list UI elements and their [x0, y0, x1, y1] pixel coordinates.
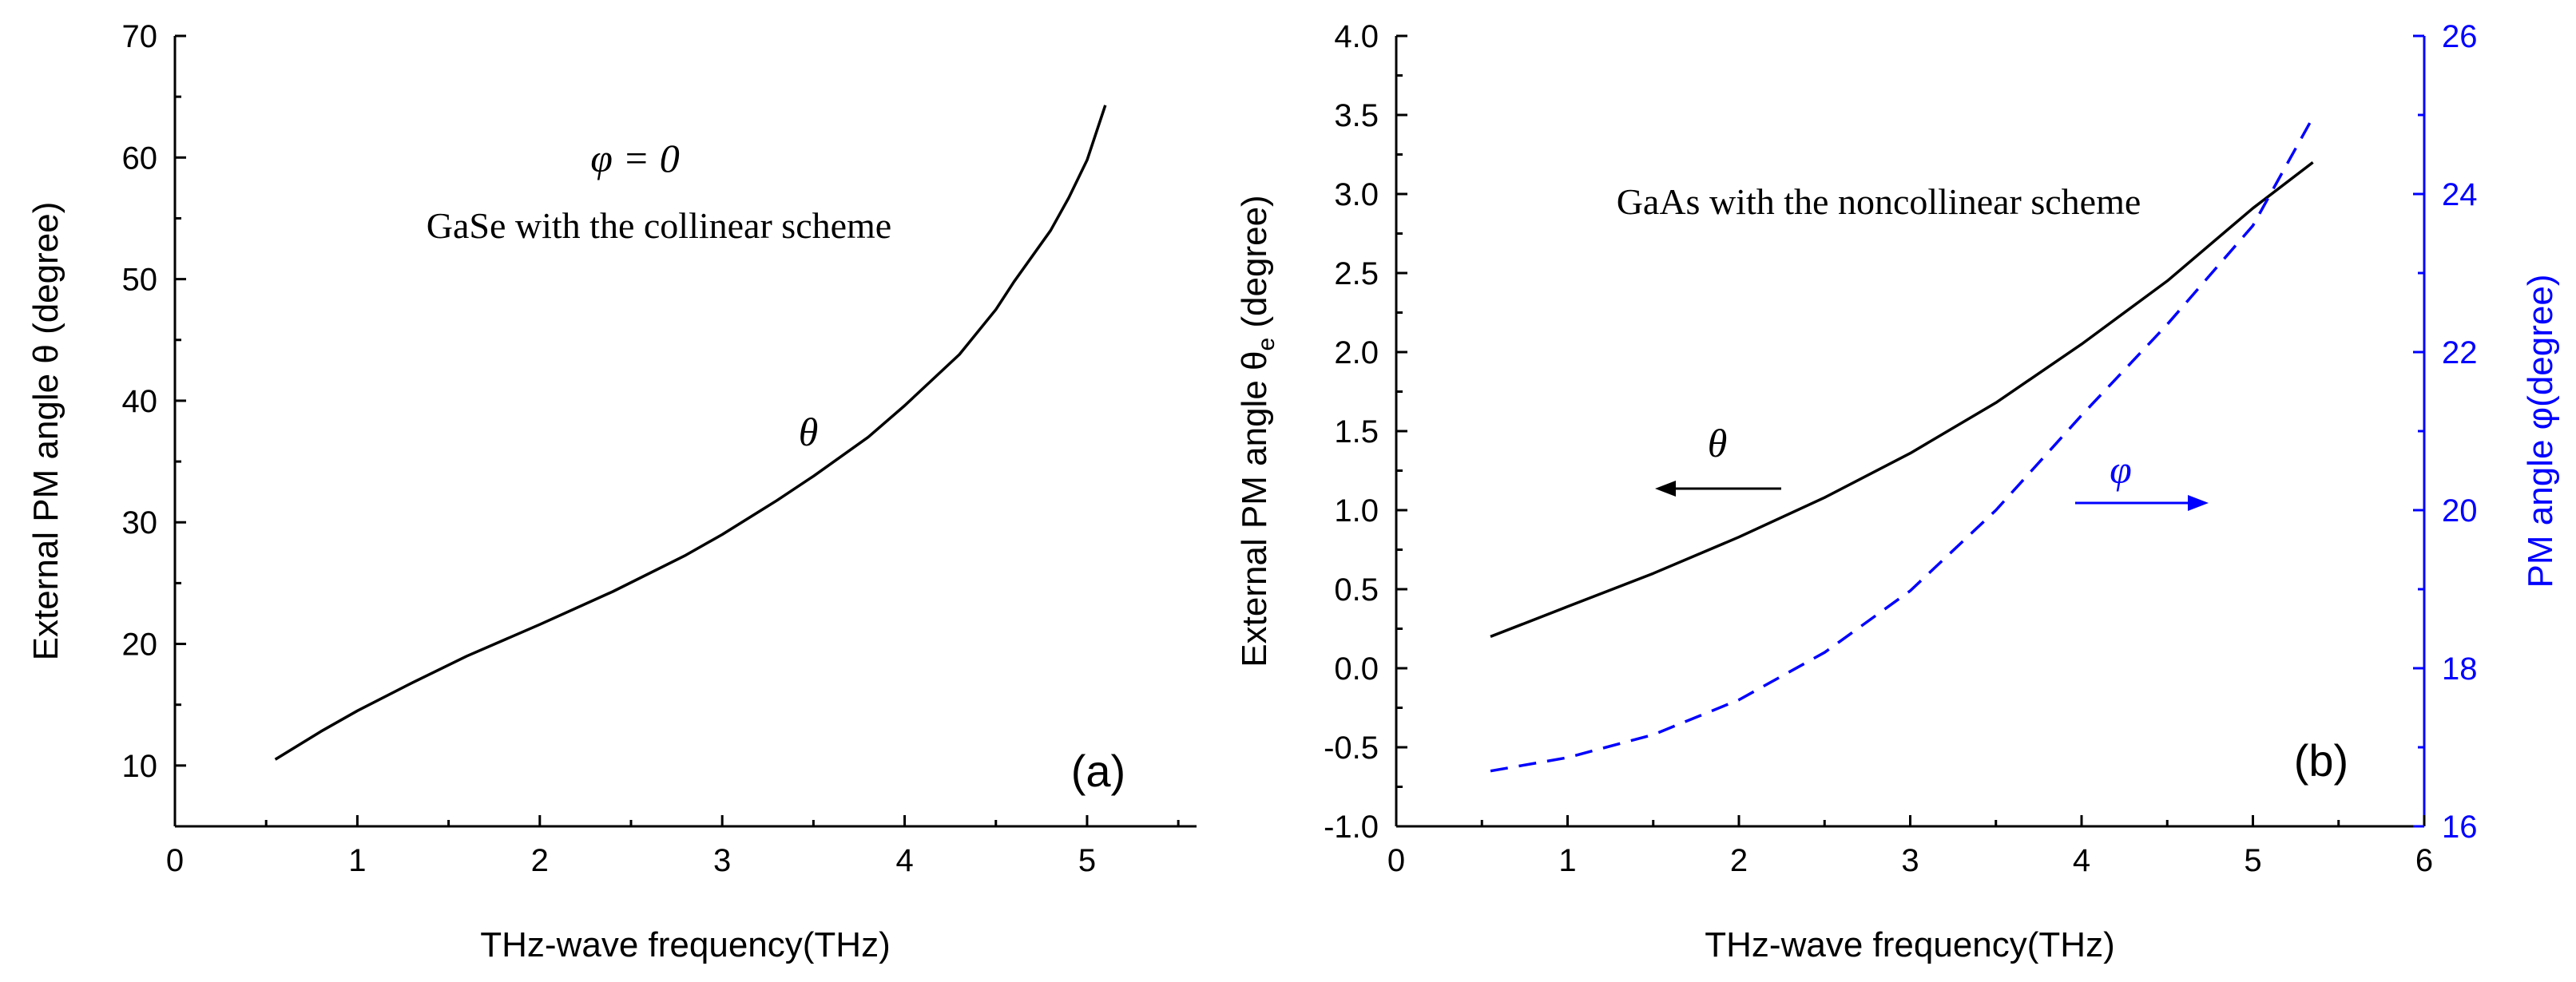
panel-a-x-tick-label: 5	[1078, 843, 1096, 878]
panel-b-y-axis-title: External PM angle θe (degree)	[1235, 195, 1280, 667]
panel-b-y-tick-label: 1.5	[1334, 414, 1379, 449]
panel-a-phi-annotation: φ = 0	[590, 136, 679, 180]
panel-b-y2-tick-label: 16	[2442, 810, 2478, 845]
panel-b-series	[1490, 117, 2315, 773]
panel-b-y-tick-label: 3.0	[1334, 177, 1379, 212]
panel-a-x-axis-title: THz-wave frequency(THz)	[480, 925, 890, 964]
panel-a-x-tick-label: 2	[531, 843, 549, 878]
panel-b: 0 1 2 3 4 5 6 -1.0 -0.5 0.0 0.5 1.0 1.5 2.0 2.5 3.0 3.5…	[1235, 19, 2560, 964]
panel-b-label: (b)	[2294, 735, 2348, 786]
panel-a-x-tick-label: 3	[713, 843, 731, 878]
panel-b-y-tick-label: -0.5	[1324, 731, 1379, 766]
panel-b-theta-arrowhead	[1655, 481, 1676, 497]
panel-a-y-axis-title: External PM angle θ (degree)	[26, 202, 65, 661]
panel-a-y-ticks: 10 20 30 40 50 60 70	[122, 19, 186, 784]
panel-b-y2-tick-label: 18	[2442, 651, 2478, 687]
panel-b-y-ticks: -1.0 -0.5 0.0 0.5 1.0 1.5 2.0 2.5 3.0 3.5 4.0	[1324, 19, 1407, 845]
panel-b-x-tick-label: 2	[1730, 843, 1748, 878]
panel-a-y-tick-label: 20	[122, 628, 158, 663]
panel-a-x-tick-label: 1	[348, 843, 366, 878]
panel-b-y2-ticks: 16 18 20 22 24 26	[2413, 19, 2478, 845]
panel-a-y-tick-label: 40	[122, 384, 158, 419]
panel-b-y-tick-label: 0.5	[1334, 572, 1379, 608]
panel-b-x-tick-label: 1	[1558, 843, 1576, 878]
panel-a-y-tick-label: 70	[122, 19, 158, 54]
panel-b-y-axis-title-main: External PM angle θ	[1235, 351, 1274, 667]
panel-b-y2-tick-label: 26	[2442, 19, 2478, 54]
panel-a-label: (a)	[1071, 746, 1125, 796]
panel-b-phi-arrowhead	[2188, 495, 2209, 511]
panel-b-y2-tick-label: 20	[2442, 493, 2478, 529]
panel-a-scheme-annotation: GaSe with the collinear scheme	[427, 205, 891, 246]
panel-b-y2-tick-label: 24	[2442, 177, 2478, 212]
panel-a-theta-annotation: θ	[799, 410, 819, 454]
panel-a-y-tick-label: 60	[122, 141, 158, 176]
panel-b-scheme-annotation: GaAs with the noncollinear scheme	[1617, 181, 2141, 222]
panel-b-x-tick-label: 4	[2073, 843, 2090, 878]
panel-a-x-tick-label: 4	[895, 843, 913, 878]
panel-b-y-tick-label: 2.5	[1334, 256, 1379, 291]
panel-b-theta-series-line	[1490, 161, 2314, 639]
panel-b-y-tick-label: 3.5	[1334, 98, 1379, 133]
panel-b-x-tick-label: 6	[2415, 843, 2433, 878]
panel-b-x-tick-label: 0	[1387, 843, 1405, 878]
panel-b-x-tick-label: 5	[2244, 843, 2261, 878]
panel-b-y-tick-label: -1.0	[1324, 810, 1379, 845]
panel-b-phi-series-line	[1490, 117, 2315, 773]
panel-a-x-tick-label: 0	[166, 843, 184, 878]
panel-b-phi-annotation: φ	[2110, 447, 2132, 492]
panel-b-y-tick-label: 0.0	[1334, 651, 1379, 687]
panel-a-y-tick-label: 50	[122, 263, 158, 298]
panel-b-x-ticks: 0 1 2 3 4 5 6	[1387, 815, 2433, 878]
panel-a-y-tick-label: 10	[122, 749, 158, 784]
panel-b-x-axis-title: THz-wave frequency(THz)	[1705, 925, 2114, 964]
panel-b-y-tick-label: 2.0	[1334, 335, 1379, 370]
panel-a-x-ticks: 0 1 2 3 4 5	[166, 815, 1180, 878]
panel-b-x-tick-label: 3	[1901, 843, 1919, 878]
panel-b-y2-axis-title: PM angle φ(degree)	[2521, 275, 2560, 588]
panel-a: 0 1 2 3 4 5 10 20 30 40 50 60 70 THz-wave frequency…	[26, 19, 1197, 964]
panel-b-y-tick-label: 1.0	[1334, 493, 1379, 529]
panel-b-theta-annotation: θ	[1708, 421, 1728, 465]
panel-b-y2-tick-label: 22	[2442, 335, 2478, 370]
panel-b-y-axis-title-sub: e	[1253, 338, 1280, 351]
panel-a-theta-series-line	[274, 105, 1107, 761]
panel-b-y-axis-title-tail: (degree)	[1235, 195, 1274, 338]
panel-b-y-tick-label: 4.0	[1334, 19, 1379, 54]
panel-a-series	[274, 105, 1107, 761]
panel-a-y-tick-label: 30	[122, 505, 158, 540]
